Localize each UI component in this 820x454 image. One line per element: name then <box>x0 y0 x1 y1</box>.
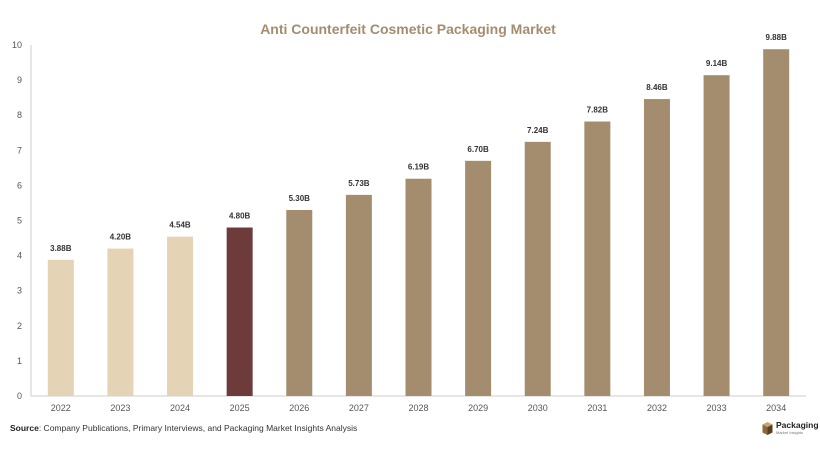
data-label: 8.46B <box>646 83 668 92</box>
x-tick-label: 2029 <box>468 403 488 413</box>
y-tick-label: 5 <box>17 216 22 226</box>
bar-2029 <box>465 160 492 396</box>
source-text: : Company Publications, Primary Intervie… <box>38 423 358 433</box>
y-tick-label: 6 <box>17 180 22 190</box>
data-label: 5.73B <box>348 179 370 188</box>
x-tick-label: 2026 <box>289 403 309 413</box>
source-note: Source: Company Publications, Primary In… <box>10 423 357 433</box>
data-label: 7.82B <box>587 106 609 115</box>
x-tick-label: 2022 <box>51 403 71 413</box>
chart-title: Anti Counterfeit Cosmetic Packaging Mark… <box>260 21 556 37</box>
bar-2026 <box>286 209 313 396</box>
data-label: 6.19B <box>408 163 430 172</box>
x-tick-label: 2024 <box>170 403 190 413</box>
y-tick-label: 8 <box>17 110 22 120</box>
x-axis-ticks: 2022 2023 2024 2025 2026 2027 2028 2029 2030 2031… <box>51 403 786 413</box>
bar-2031 <box>584 121 611 396</box>
data-label: 5.30B <box>289 194 311 203</box>
y-tick-label: 1 <box>17 356 22 366</box>
source-label: Source <box>10 423 39 433</box>
y-tick-label: 10 <box>12 40 22 50</box>
logo-tagline: Market Insights <box>776 429 804 435</box>
bar-2023 <box>107 248 134 396</box>
bars <box>47 49 790 396</box>
data-label: 4.80B <box>229 212 251 221</box>
x-tick-label: 2025 <box>230 403 250 413</box>
bar-2025 <box>226 227 253 396</box>
data-label: 9.14B <box>706 59 728 68</box>
data-label: 4.20B <box>110 233 132 242</box>
y-tick-label: 4 <box>17 251 22 261</box>
bar-2027 <box>345 194 372 396</box>
logo-wordmark: Packaging <box>776 420 819 431</box>
bar-2032 <box>643 99 670 396</box>
y-tick-label: 0 <box>17 391 22 401</box>
bar-2030 <box>524 141 551 396</box>
y-tick-label: 9 <box>17 75 22 85</box>
x-tick-label: 2028 <box>408 403 428 413</box>
data-label: 7.24B <box>527 126 549 135</box>
y-axis-ticks: 0 1 2 3 4 5 6 7 8 9 10 <box>12 40 22 401</box>
x-tick-label: 2033 <box>707 403 727 413</box>
data-label: 6.70B <box>467 145 489 154</box>
bar-2028 <box>405 178 432 396</box>
data-label: 9.88B <box>766 33 788 42</box>
x-tick-label: 2031 <box>587 403 607 413</box>
bar-2024 <box>167 236 194 396</box>
data-label: 4.54B <box>169 221 191 230</box>
data-labels: 3.88B 4.20B 4.54B 4.80B 5.30B 5.73B 6.19B 6.70B… <box>50 33 787 253</box>
y-tick-label: 3 <box>17 286 22 296</box>
x-tick-label: 2030 <box>528 403 548 413</box>
x-tick-label: 2027 <box>349 403 369 413</box>
brand-logo: Packaging Market Insights <box>762 420 819 436</box>
box-logo-icon <box>762 420 773 436</box>
bar-2022 <box>47 259 74 396</box>
y-tick-label: 7 <box>17 145 22 155</box>
x-tick-label: 2032 <box>647 403 667 413</box>
bar-2033 <box>703 75 730 396</box>
bar-2034 <box>763 49 790 396</box>
x-tick-label: 2034 <box>766 403 786 413</box>
x-tick-label: 2023 <box>110 403 130 413</box>
y-tick-label: 2 <box>17 321 22 331</box>
data-label: 3.88B <box>50 244 72 253</box>
